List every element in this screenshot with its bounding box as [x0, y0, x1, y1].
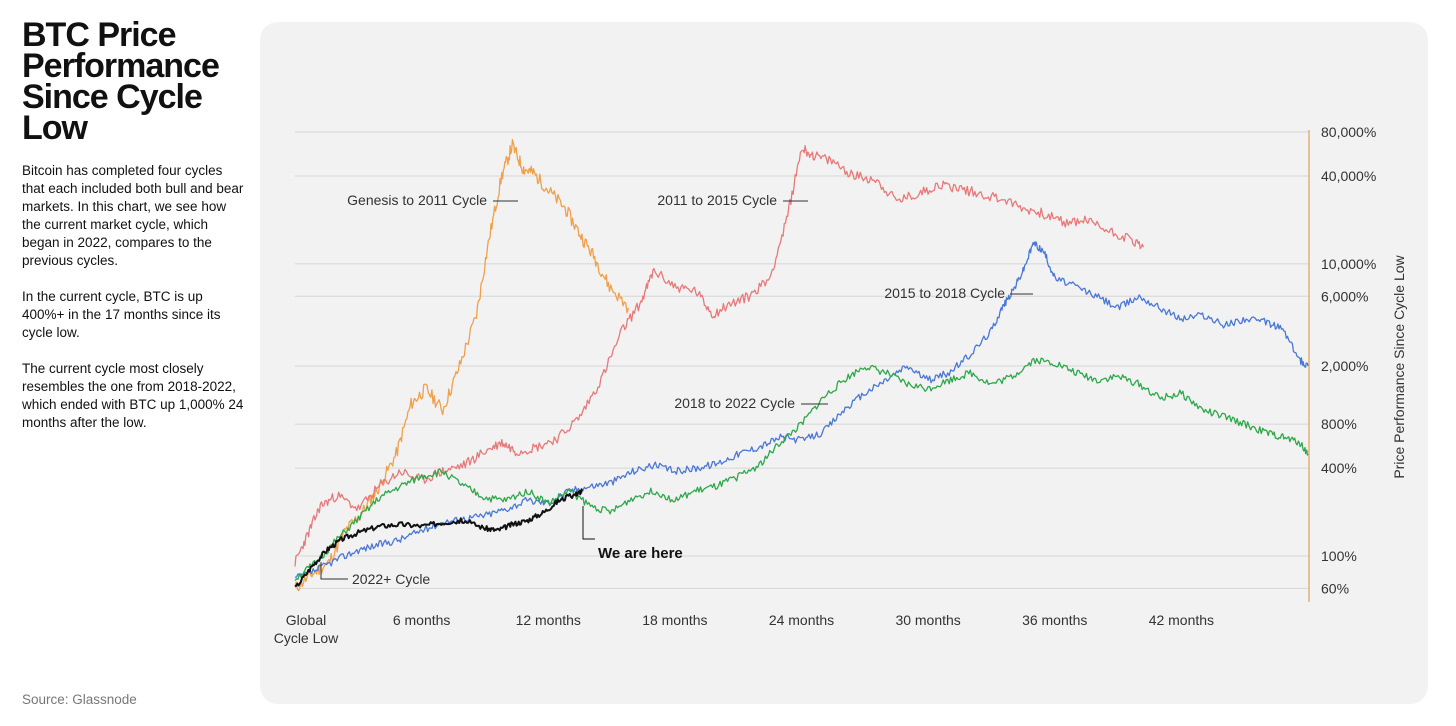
description: Bitcoin has completed four cycles that e…: [22, 162, 244, 432]
y-tick-label: 2,000%: [1321, 358, 1368, 374]
y-tick-label: 10,000%: [1321, 256, 1376, 272]
label-2022-plus: 2022+ Cycle: [352, 571, 430, 587]
y-tick-label: 60%: [1321, 580, 1349, 596]
y-tick-label: 80,000%: [1321, 124, 1376, 140]
label-2022-plus-leader: [320, 562, 348, 580]
annotation-leader: [582, 506, 595, 540]
series-line-2018-2022: [294, 357, 1309, 581]
description-paragraph-2: In the current cycle, BTC is up 400%+ in…: [22, 289, 221, 340]
y-axis-title: Price Performance Since Cycle Low: [1391, 254, 1407, 478]
source-note: Source: Glassnode: [22, 692, 137, 707]
y-tick-label: 400%: [1321, 460, 1357, 476]
chart-panel: 80,000% 40,000% 10,000% 6,000% 2,000% 800% 400…: [260, 22, 1428, 704]
label-2011-2015: 2011 to 2015 Cycle: [657, 192, 777, 208]
x-tick-label: Global: [286, 612, 326, 628]
sidebar: BTC Price Performance Since Cycle Low Bi…: [22, 16, 244, 450]
y-tick-label: 800%: [1321, 416, 1357, 432]
x-tick-label: 6 months: [393, 612, 451, 628]
series-line-2015-2018: [294, 241, 1309, 578]
x-tick-label: 42 months: [1149, 612, 1214, 628]
y-tick-label: 6,000%: [1321, 288, 1368, 304]
x-tick-label: 24 months: [769, 612, 834, 628]
x-tick-label: Cycle Low: [274, 630, 339, 646]
label-2018-2022: 2018 to 2022 Cycle: [674, 395, 795, 411]
page-title: BTC Price Performance Since Cycle Low: [22, 16, 220, 147]
y-tick-label: 40,000%: [1321, 168, 1376, 184]
x-tick-label: 12 months: [516, 612, 581, 628]
x-tick-label: 18 months: [642, 612, 707, 628]
chart-svg: 80,000% 40,000% 10,000% 6,000% 2,000% 800% 400…: [274, 124, 1407, 646]
series-line-2011-2015: [294, 145, 1145, 567]
series-line-2022-plus: [294, 488, 583, 588]
description-paragraph-3: The current cycle most closely resembles…: [22, 361, 244, 430]
label-2015-2018: 2015 to 2018 Cycle: [884, 285, 1005, 301]
x-tick-label: 30 months: [895, 612, 960, 628]
annotation-we-are-here: We are here: [598, 545, 683, 562]
y-tick-label: 100%: [1321, 548, 1357, 564]
x-tick-label: 36 months: [1022, 612, 1087, 628]
label-genesis-2011: Genesis to 2011 Cycle: [347, 192, 487, 208]
description-paragraph-1: Bitcoin has completed four cycles that e…: [22, 163, 244, 268]
